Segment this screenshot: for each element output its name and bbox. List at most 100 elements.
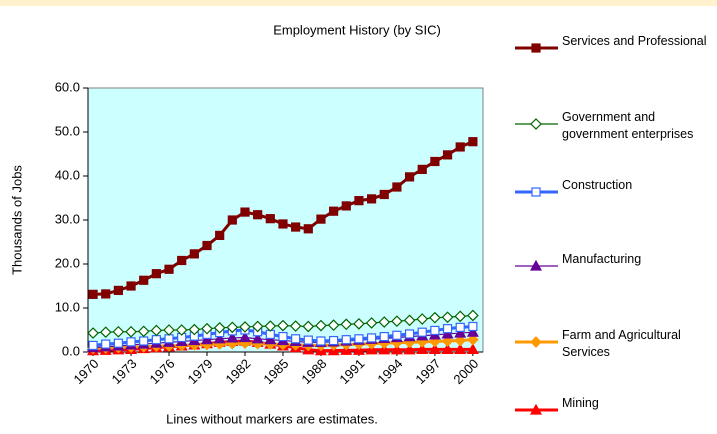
data-point — [468, 137, 478, 147]
data-point — [455, 322, 465, 332]
legend-label: Services and Professional — [562, 34, 707, 48]
data-point — [379, 332, 389, 342]
data-point — [200, 333, 214, 345]
data-point — [354, 334, 364, 344]
legend-marker — [529, 403, 543, 415]
data-point — [416, 313, 429, 325]
data-point — [341, 335, 351, 345]
data-point — [428, 343, 441, 354]
data-point — [188, 323, 201, 336]
data-point — [101, 339, 111, 349]
y-tick-label: 40.0 — [55, 167, 80, 182]
data-point — [125, 325, 137, 338]
data-point — [441, 327, 454, 339]
data-point — [202, 240, 212, 251]
data-point — [278, 219, 288, 229]
x-tick-label: 1976 — [147, 356, 178, 387]
data-point — [175, 324, 188, 336]
x-tick-label: 1979 — [185, 356, 216, 387]
legend-label: Farm and Agricultural Services — [562, 328, 681, 359]
data-point — [468, 321, 478, 332]
data-point — [430, 325, 440, 336]
data-point — [88, 340, 98, 350]
data-point — [329, 335, 339, 346]
data-point — [303, 335, 313, 345]
data-point — [226, 321, 239, 334]
data-point — [151, 269, 161, 279]
chart: Employment History (by SIC) Thousands of… — [9, 22, 558, 426]
data-point — [227, 215, 237, 225]
y-tick-label: 50.0 — [55, 123, 80, 138]
y-tick-label: 10.0 — [55, 299, 80, 314]
data-point — [150, 324, 163, 337]
data-point — [327, 319, 340, 332]
data-point — [113, 285, 123, 295]
data-point — [99, 326, 112, 339]
legend-label: Manufacturing — [562, 252, 642, 266]
data-point — [378, 343, 391, 355]
y-axis-label: Thousands of Jobs — [9, 165, 24, 275]
data-point — [315, 319, 327, 332]
data-point — [302, 320, 315, 333]
data-point — [416, 343, 429, 354]
data-point — [365, 317, 378, 329]
data-point — [417, 164, 427, 174]
x-tick-label: 1994 — [374, 356, 405, 387]
data-point — [366, 333, 377, 343]
y-tick-label: 20.0 — [55, 255, 80, 270]
x-tick-label: 1985 — [260, 356, 291, 387]
legend-label: Government and government enterprises — [562, 110, 694, 141]
data-point — [442, 324, 453, 334]
x-tick-label: 1973 — [109, 356, 140, 387]
data-point — [430, 156, 440, 167]
data-point — [329, 206, 339, 216]
data-point — [392, 330, 402, 340]
data-point — [303, 224, 313, 234]
data-point — [316, 214, 326, 224]
data-point — [404, 329, 415, 339]
x-tick-label: 1991 — [336, 356, 367, 387]
data-point — [277, 319, 289, 332]
data-point — [163, 324, 175, 336]
data-point — [264, 320, 277, 332]
data-point — [87, 327, 99, 339]
y-tick-label: 60.0 — [55, 79, 80, 94]
data-point — [137, 325, 150, 338]
data-point — [139, 275, 149, 285]
x-tick-label: 1982 — [222, 356, 253, 387]
chart-title: Employment History (by SIC) — [273, 22, 441, 37]
data-point — [278, 332, 288, 342]
data-point — [340, 318, 353, 331]
data-point — [466, 325, 479, 337]
data-point — [251, 320, 264, 333]
data-point — [454, 343, 467, 354]
data-point — [403, 314, 416, 327]
data-point — [366, 194, 377, 204]
data-point — [467, 333, 479, 346]
legend-label: Mining — [562, 396, 599, 410]
data-point — [126, 337, 136, 347]
legend-marker — [529, 259, 543, 271]
data-point — [378, 316, 391, 328]
data-point — [341, 201, 351, 211]
x-tick-label: 1988 — [298, 356, 329, 387]
data-point — [454, 334, 467, 347]
data-point — [164, 264, 174, 274]
data-point — [251, 332, 264, 344]
data-point — [238, 331, 252, 343]
y-tick-label: 0.0 — [62, 343, 80, 358]
x-tick-label: 2000 — [450, 356, 481, 387]
data-point — [316, 336, 326, 346]
data-point — [441, 311, 454, 324]
data-point — [392, 182, 402, 192]
data-point — [442, 150, 453, 160]
data-point — [164, 334, 174, 344]
data-point — [467, 309, 479, 322]
data-point — [403, 343, 416, 355]
data-point — [213, 332, 226, 344]
data-point — [466, 343, 479, 354]
data-point — [126, 281, 136, 291]
data-point — [226, 331, 239, 343]
data-point — [417, 327, 427, 337]
